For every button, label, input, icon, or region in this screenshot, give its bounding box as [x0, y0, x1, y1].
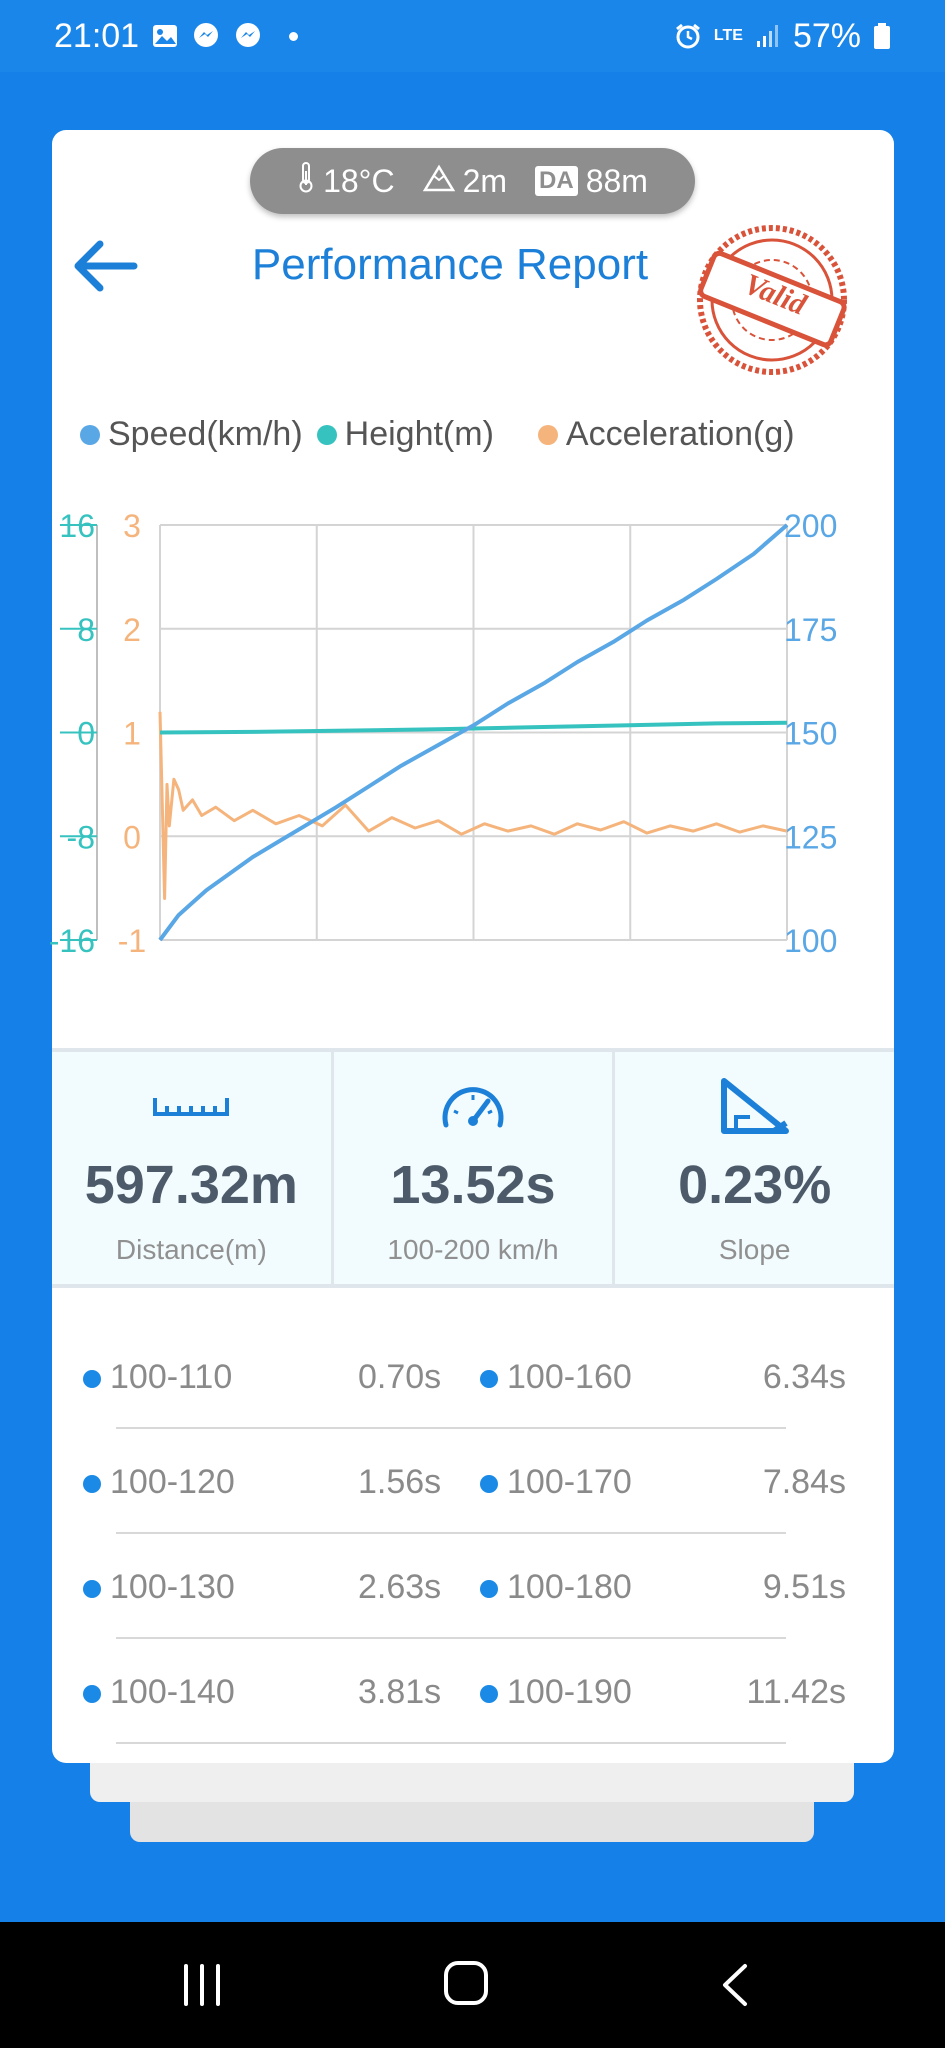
- split-time: 9.51s: [762, 1568, 846, 1606]
- back-button[interactable]: [70, 236, 140, 296]
- speed-line: [158, 523, 789, 942]
- speed-tick-label: 175: [784, 612, 837, 648]
- accel-tick-label: 0: [123, 819, 141, 855]
- split-range: 100-140: [110, 1673, 235, 1711]
- bullet-icon: [480, 1580, 498, 1598]
- gallery-icon: [151, 22, 179, 50]
- split-time: 7.84s: [762, 1463, 846, 1501]
- bullet-icon: [83, 1685, 101, 1703]
- split-time: 11.42s: [746, 1673, 846, 1711]
- status-time: 21:01: [54, 16, 140, 55]
- split-range: 100-130: [110, 1568, 235, 1606]
- row-divider: [116, 1532, 786, 1534]
- page-title: Performance Report: [251, 240, 649, 289]
- legend-dot: [316, 424, 337, 445]
- stats-panel: 597.32m Distance(m) 13.52s 100-200 km/h …: [52, 1048, 894, 1288]
- back-icon[interactable]: [717, 1962, 753, 2008]
- valid-stamp: Valid: [690, 220, 854, 380]
- arrow-left-icon: [74, 240, 138, 292]
- legend-item-acceleration[interactable]: Acceleration(g): [537, 415, 795, 454]
- speed-tick-label: 150: [784, 716, 837, 752]
- stat-label: Slope: [718, 1234, 791, 1265]
- legend-item-speed[interactable]: Speed(km/h): [80, 415, 303, 454]
- split-row: 100-140 3.81s 100-190 11.42s: [52, 1645, 894, 1750]
- altitude: 2m: [462, 162, 508, 199]
- accel-tick-label: -1: [118, 923, 146, 959]
- split-range: 100-120: [110, 1463, 235, 1501]
- chart-legend: Speed(km/h) Height(m) Acceleration(g): [80, 415, 809, 454]
- temperature: 18°C: [323, 162, 395, 199]
- bullet-icon: [480, 1685, 498, 1703]
- legend-label: Height(m): [344, 415, 494, 453]
- notification-dot: [289, 31, 299, 41]
- density-altitude: 88m: [585, 162, 648, 199]
- speedometer-icon: [440, 1076, 506, 1136]
- home-icon[interactable]: [443, 1960, 489, 2006]
- stat-value: 597.32m: [84, 1155, 298, 1215]
- stat-slope: 0.23% Slope: [612, 1052, 894, 1284]
- slope-icon: [720, 1076, 790, 1136]
- split-row: 100-130 2.63s 100-180 9.51s: [52, 1540, 894, 1645]
- bullet-icon: [83, 1370, 101, 1388]
- legend-dot: [80, 424, 100, 445]
- row-divider: [116, 1637, 786, 1639]
- split-range: 100-110: [110, 1358, 233, 1396]
- accel-tick-label: 3: [123, 508, 141, 544]
- split-row: 100-120 1.56s 100-170 7.84s: [52, 1435, 894, 1540]
- row-divider: [116, 1427, 786, 1429]
- recent-apps-icon[interactable]: [178, 1962, 226, 2008]
- network-type: LTE: [713, 27, 743, 44]
- speed-tick-label: 125: [784, 819, 837, 855]
- split-time: 0.70s: [358, 1358, 442, 1396]
- legend-item-height[interactable]: Height(m): [316, 415, 494, 454]
- ruler-icon: [153, 1076, 230, 1136]
- speed-tick-label: 100: [784, 923, 837, 959]
- split-range: 100-180: [507, 1568, 632, 1606]
- split-row: 100-110 0.70s 100-160 6.34s: [52, 1330, 894, 1435]
- legend-dot: [537, 424, 558, 445]
- mountain-icon: [422, 163, 455, 200]
- stat-label: Distance(m): [115, 1234, 267, 1265]
- bullet-icon: [83, 1475, 101, 1493]
- messenger-icon: [191, 21, 221, 51]
- alarm-icon: [674, 22, 702, 50]
- acceleration-line: [158, 711, 788, 900]
- messenger-icon: [233, 21, 263, 51]
- stat-value: 13.52s: [390, 1155, 556, 1215]
- split-range: 100-190: [507, 1673, 632, 1711]
- legend-label: Acceleration(g): [565, 415, 795, 453]
- legend-label: Speed(km/h): [108, 415, 303, 453]
- density-altitude-badge: DA: [535, 166, 578, 196]
- stat-value: 0.23%: [678, 1155, 832, 1215]
- split-time: 6.34s: [762, 1358, 846, 1396]
- bullet-icon: [480, 1475, 498, 1493]
- split-range: 100-170: [507, 1463, 632, 1501]
- report-card: [52, 130, 894, 1763]
- bullet-icon: [480, 1370, 498, 1388]
- stat-time: 13.52s 100-200 km/h: [330, 1052, 613, 1284]
- accel-tick-label: 1: [123, 716, 141, 752]
- stat-label: 100-200 km/h: [387, 1234, 559, 1265]
- speed-tick-label: 200: [784, 508, 837, 544]
- battery-icon: [873, 22, 891, 50]
- height-line: [159, 720, 788, 735]
- split-time: 2.63s: [358, 1568, 442, 1606]
- conditions-pill: 18°C 2m DA 88m: [250, 148, 695, 214]
- status-bar: 21:01 LTE 57%: [0, 0, 945, 72]
- accel-tick-label: 2: [123, 612, 141, 648]
- split-time: 1.56s: [358, 1463, 442, 1501]
- system-nav-bar: [0, 1922, 945, 2048]
- split-range: 100-160: [507, 1358, 632, 1396]
- battery-percent: 57%: [792, 16, 861, 55]
- signal-icon: [755, 23, 781, 49]
- thermometer-icon: [297, 161, 315, 201]
- split-time: 3.81s: [358, 1673, 442, 1711]
- bullet-icon: [83, 1580, 101, 1598]
- stat-distance: 597.32m Distance(m): [52, 1052, 331, 1284]
- row-divider: [116, 1742, 786, 1744]
